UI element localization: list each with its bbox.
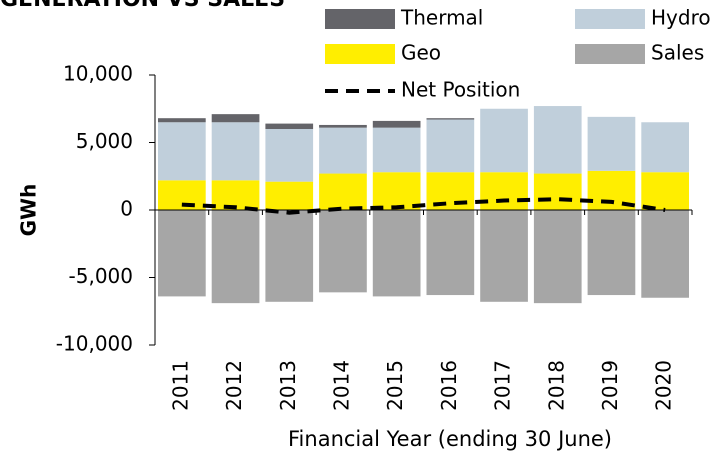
bar [372,172,421,210]
legend-swatch [325,44,395,64]
bar [426,119,475,173]
bar [480,108,528,173]
bar [372,127,421,173]
net-position-line [181,197,666,215]
bar [319,173,367,210]
bar [426,210,475,296]
y-tick-label: 10,000 [63,62,133,86]
legend-label: Sales [651,41,704,65]
legend-swatch [575,44,645,64]
y-tick-label: 0 [120,197,133,221]
bar [211,122,260,181]
bar [480,172,528,210]
y-tick-label: 5,000 [76,129,133,153]
bar [641,122,689,173]
bar [158,118,206,123]
bar [480,210,528,302]
x-tick-label: 2012 [222,360,246,411]
bar [533,106,582,174]
x-axis-label: Financial Year (ending 30 June) [288,427,612,451]
legend-label: Net Position [401,78,520,102]
x-tick-label: 2013 [276,360,300,411]
bar [211,210,260,304]
bar [158,210,206,297]
bar [372,120,421,128]
y-tick-label: -5,000 [69,264,133,288]
bar [426,118,475,120]
y-tick-label: -10,000 [56,332,133,356]
x-tick-label: 2020 [652,360,676,411]
bar [641,210,689,298]
x-tick-label: 2016 [437,360,461,411]
bar [158,122,206,181]
bar [319,124,367,128]
legend-label: Geo [401,41,441,65]
bar [265,210,314,302]
y-axis-label: GWh [17,184,41,237]
bar [533,210,582,304]
bar [319,210,367,293]
bar [265,181,314,210]
legend-swatch [325,9,395,29]
bar [319,127,367,174]
legend-swatch [575,9,645,29]
x-tick-label: 2018 [544,360,568,411]
chart-title: GENERATION VS SALES [0,0,285,12]
bar [587,116,636,171]
x-tick-label: 2015 [383,360,407,411]
bar [211,114,260,123]
legend-label: Thermal [400,6,483,30]
x-tick-label: 2014 [329,360,353,411]
bar [211,180,260,210]
x-tick-label: 2017 [491,360,515,411]
bar [372,210,421,297]
legend-label: Hydro [651,6,711,30]
x-tick-label: 2019 [598,360,622,411]
bar [641,172,689,210]
bar [587,210,636,296]
bar [533,173,582,210]
bar [265,123,314,129]
bar [265,129,314,182]
x-tick-label: 2011 [168,360,192,411]
